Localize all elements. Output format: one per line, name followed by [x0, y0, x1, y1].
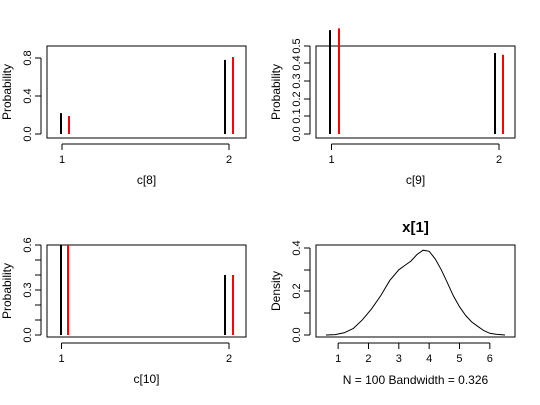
p4-y-axis-label: Density: [269, 271, 283, 311]
p2-y-tick-label: 0.2: [291, 91, 303, 106]
p4-x-tick-label: 2: [365, 353, 371, 365]
p3-y-axis-label: Probability: [0, 263, 14, 319]
p1-x-axis-label: c[8]: [137, 173, 156, 187]
p4-x-axis-label: N = 100 Bandwidth = 0.326: [343, 373, 489, 387]
p4-x-tick-label: 5: [456, 353, 462, 365]
p1-y-axis-label: Probability: [0, 64, 14, 120]
p1-y-tick-label: 0.0: [22, 126, 34, 141]
p2-x-tick-label: 2: [496, 154, 502, 166]
p3-x-tick-label: 1: [58, 353, 64, 365]
p2-y-tick-label: 0.3: [291, 73, 303, 88]
p1-x-tick-label: 1: [59, 154, 65, 166]
p4-title: x[1]: [402, 219, 429, 236]
p3-plot-frame: [46, 244, 247, 338]
p1-x-tick-label: 2: [226, 154, 232, 166]
p2-y-tick-label: 0.4: [291, 55, 303, 70]
p4-x-tick-label: 6: [487, 353, 493, 365]
p4-y-tick-label: 0.0: [291, 327, 303, 342]
p3-y-tick-label: 0.3: [22, 282, 34, 297]
p2-x-tick-label: 1: [328, 154, 334, 166]
p4-y-tick-label: 0.4: [291, 240, 303, 255]
p1-plot-frame: [46, 45, 247, 139]
p3-y-tick-label: 0.0: [22, 327, 34, 342]
p3-x-tick-label: 2: [226, 353, 232, 365]
p2-y-tick-label: 0.1: [291, 108, 303, 123]
p3-x-axis-label: c[10]: [133, 372, 159, 386]
p4-x-tick-label: 4: [426, 353, 432, 365]
p4-plot-frame: [315, 244, 516, 338]
p4-x-tick-label: 3: [396, 353, 402, 365]
p2-y-tick-label: 0.0: [291, 126, 303, 141]
p2-plot-frame: [315, 45, 516, 139]
p1-y-tick-label: 0.4: [22, 88, 34, 103]
p4-y-tick-label: 0.2: [291, 283, 303, 298]
p3-y-tick-label: 0.6: [22, 237, 34, 252]
p2-y-axis-label: Probability: [269, 64, 283, 120]
p4-x-tick-label: 1: [335, 353, 341, 365]
p2-x-axis-label: c[9]: [406, 173, 425, 187]
p4-density-curve: [325, 249, 506, 336]
p1-y-tick-label: 0.8: [22, 50, 34, 65]
p2-y-tick-label: 0.5: [291, 38, 303, 53]
